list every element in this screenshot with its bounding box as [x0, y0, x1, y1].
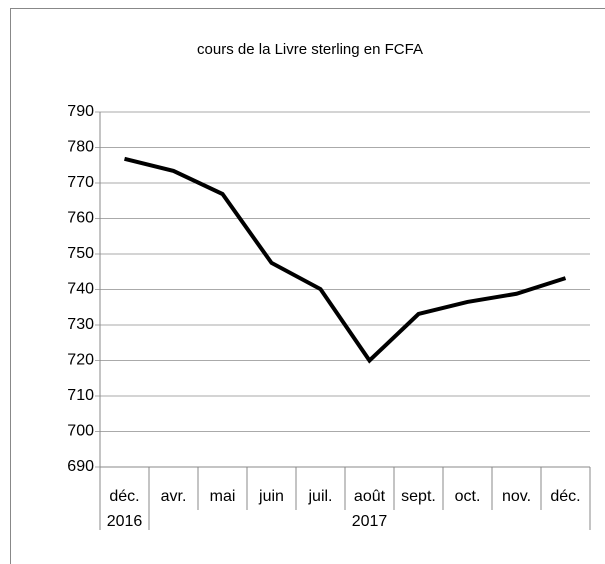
y-tick-label: 720 — [67, 352, 94, 369]
x-tick-label: sept. — [401, 488, 436, 505]
x-group-label: 2016 — [107, 513, 143, 530]
x-tick-label: juin — [258, 488, 284, 505]
chart-title: cours de la Livre sterling en FCFA — [197, 41, 423, 58]
y-tick-label: 750 — [67, 245, 94, 262]
y-tick-label: 790 — [67, 103, 94, 120]
data-line — [124, 156, 567, 364]
x-tick-label: août — [354, 488, 386, 505]
y-tick-label: 740 — [67, 281, 94, 298]
x-tick-label: déc. — [550, 488, 580, 505]
y-tick-label: 760 — [67, 210, 94, 227]
y-tick-label: 690 — [67, 458, 94, 475]
y-tick-label: 730 — [67, 316, 94, 333]
chart-border — [10, 8, 605, 564]
y-tick-label: 700 — [67, 423, 94, 440]
x-tick-label: oct. — [455, 488, 481, 505]
x-group-label: 2017 — [352, 513, 388, 530]
x-tick-label: nov. — [502, 488, 531, 505]
x-tick-label: avr. — [161, 488, 187, 505]
y-tick-label: 710 — [67, 387, 94, 404]
x-tick-label: juil. — [307, 488, 332, 505]
x-tick-label: mai — [210, 488, 236, 505]
y-tick-label: 780 — [67, 139, 94, 156]
y-tick-label: 770 — [67, 174, 94, 191]
x-tick-label: déc. — [109, 488, 139, 505]
